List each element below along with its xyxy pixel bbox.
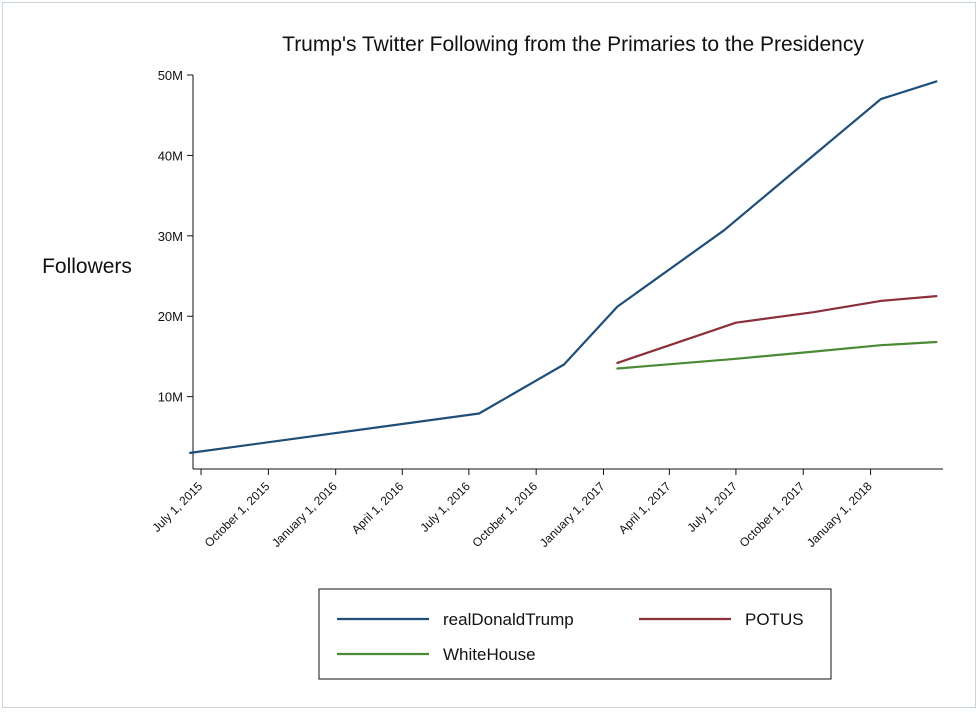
chart-title: Trump's Twitter Following from the Prima… — [282, 33, 864, 56]
x-tick-label: July 1, 2016 — [417, 479, 473, 535]
series-lines — [189, 80, 938, 454]
legend: realDonaldTrump POTUS WhiteHouse — [318, 588, 832, 680]
series-line-potus — [616, 295, 938, 364]
legend-label-realdonaldtrump: realDonaldTrump — [443, 610, 574, 629]
x-tick-label: October 1, 2015 — [202, 479, 273, 550]
x-tick-label: January 1, 2016 — [269, 479, 340, 550]
y-tick-label: 30M — [158, 229, 183, 244]
y-tick-label: 10M — [158, 390, 183, 405]
y-axis-label: Followers — [42, 255, 132, 278]
y-tick-label: 20M — [158, 309, 183, 324]
x-tick-label: October 1, 2017 — [737, 479, 808, 550]
x-tick-label: April 1, 2017 — [616, 479, 674, 537]
x-tick-label: July 1, 2017 — [684, 479, 740, 535]
series-line-realdonaldtrump — [189, 80, 938, 454]
x-tick-label: January 1, 2017 — [537, 479, 608, 550]
x-tick-label: October 1, 2016 — [470, 479, 541, 550]
x-tick-label: July 1, 2015 — [150, 479, 206, 535]
legend-label-whitehouse: WhiteHouse — [443, 645, 536, 664]
series-line-whitehouse — [616, 340, 938, 370]
legend-label-potus: POTUS — [745, 610, 804, 629]
legend-box — [318, 588, 832, 680]
x-tick-label: January 1, 2018 — [804, 479, 875, 550]
y-tick-label: 50M — [158, 68, 183, 83]
x-tick-label: April 1, 2016 — [349, 479, 407, 537]
y-tick-label: 40M — [158, 148, 183, 163]
y-axis-ticks: 10M 20M 30M 40M 50M — [158, 68, 193, 405]
chart-canvas: Trump's Twitter Following from the Prima… — [42, 33, 943, 680]
